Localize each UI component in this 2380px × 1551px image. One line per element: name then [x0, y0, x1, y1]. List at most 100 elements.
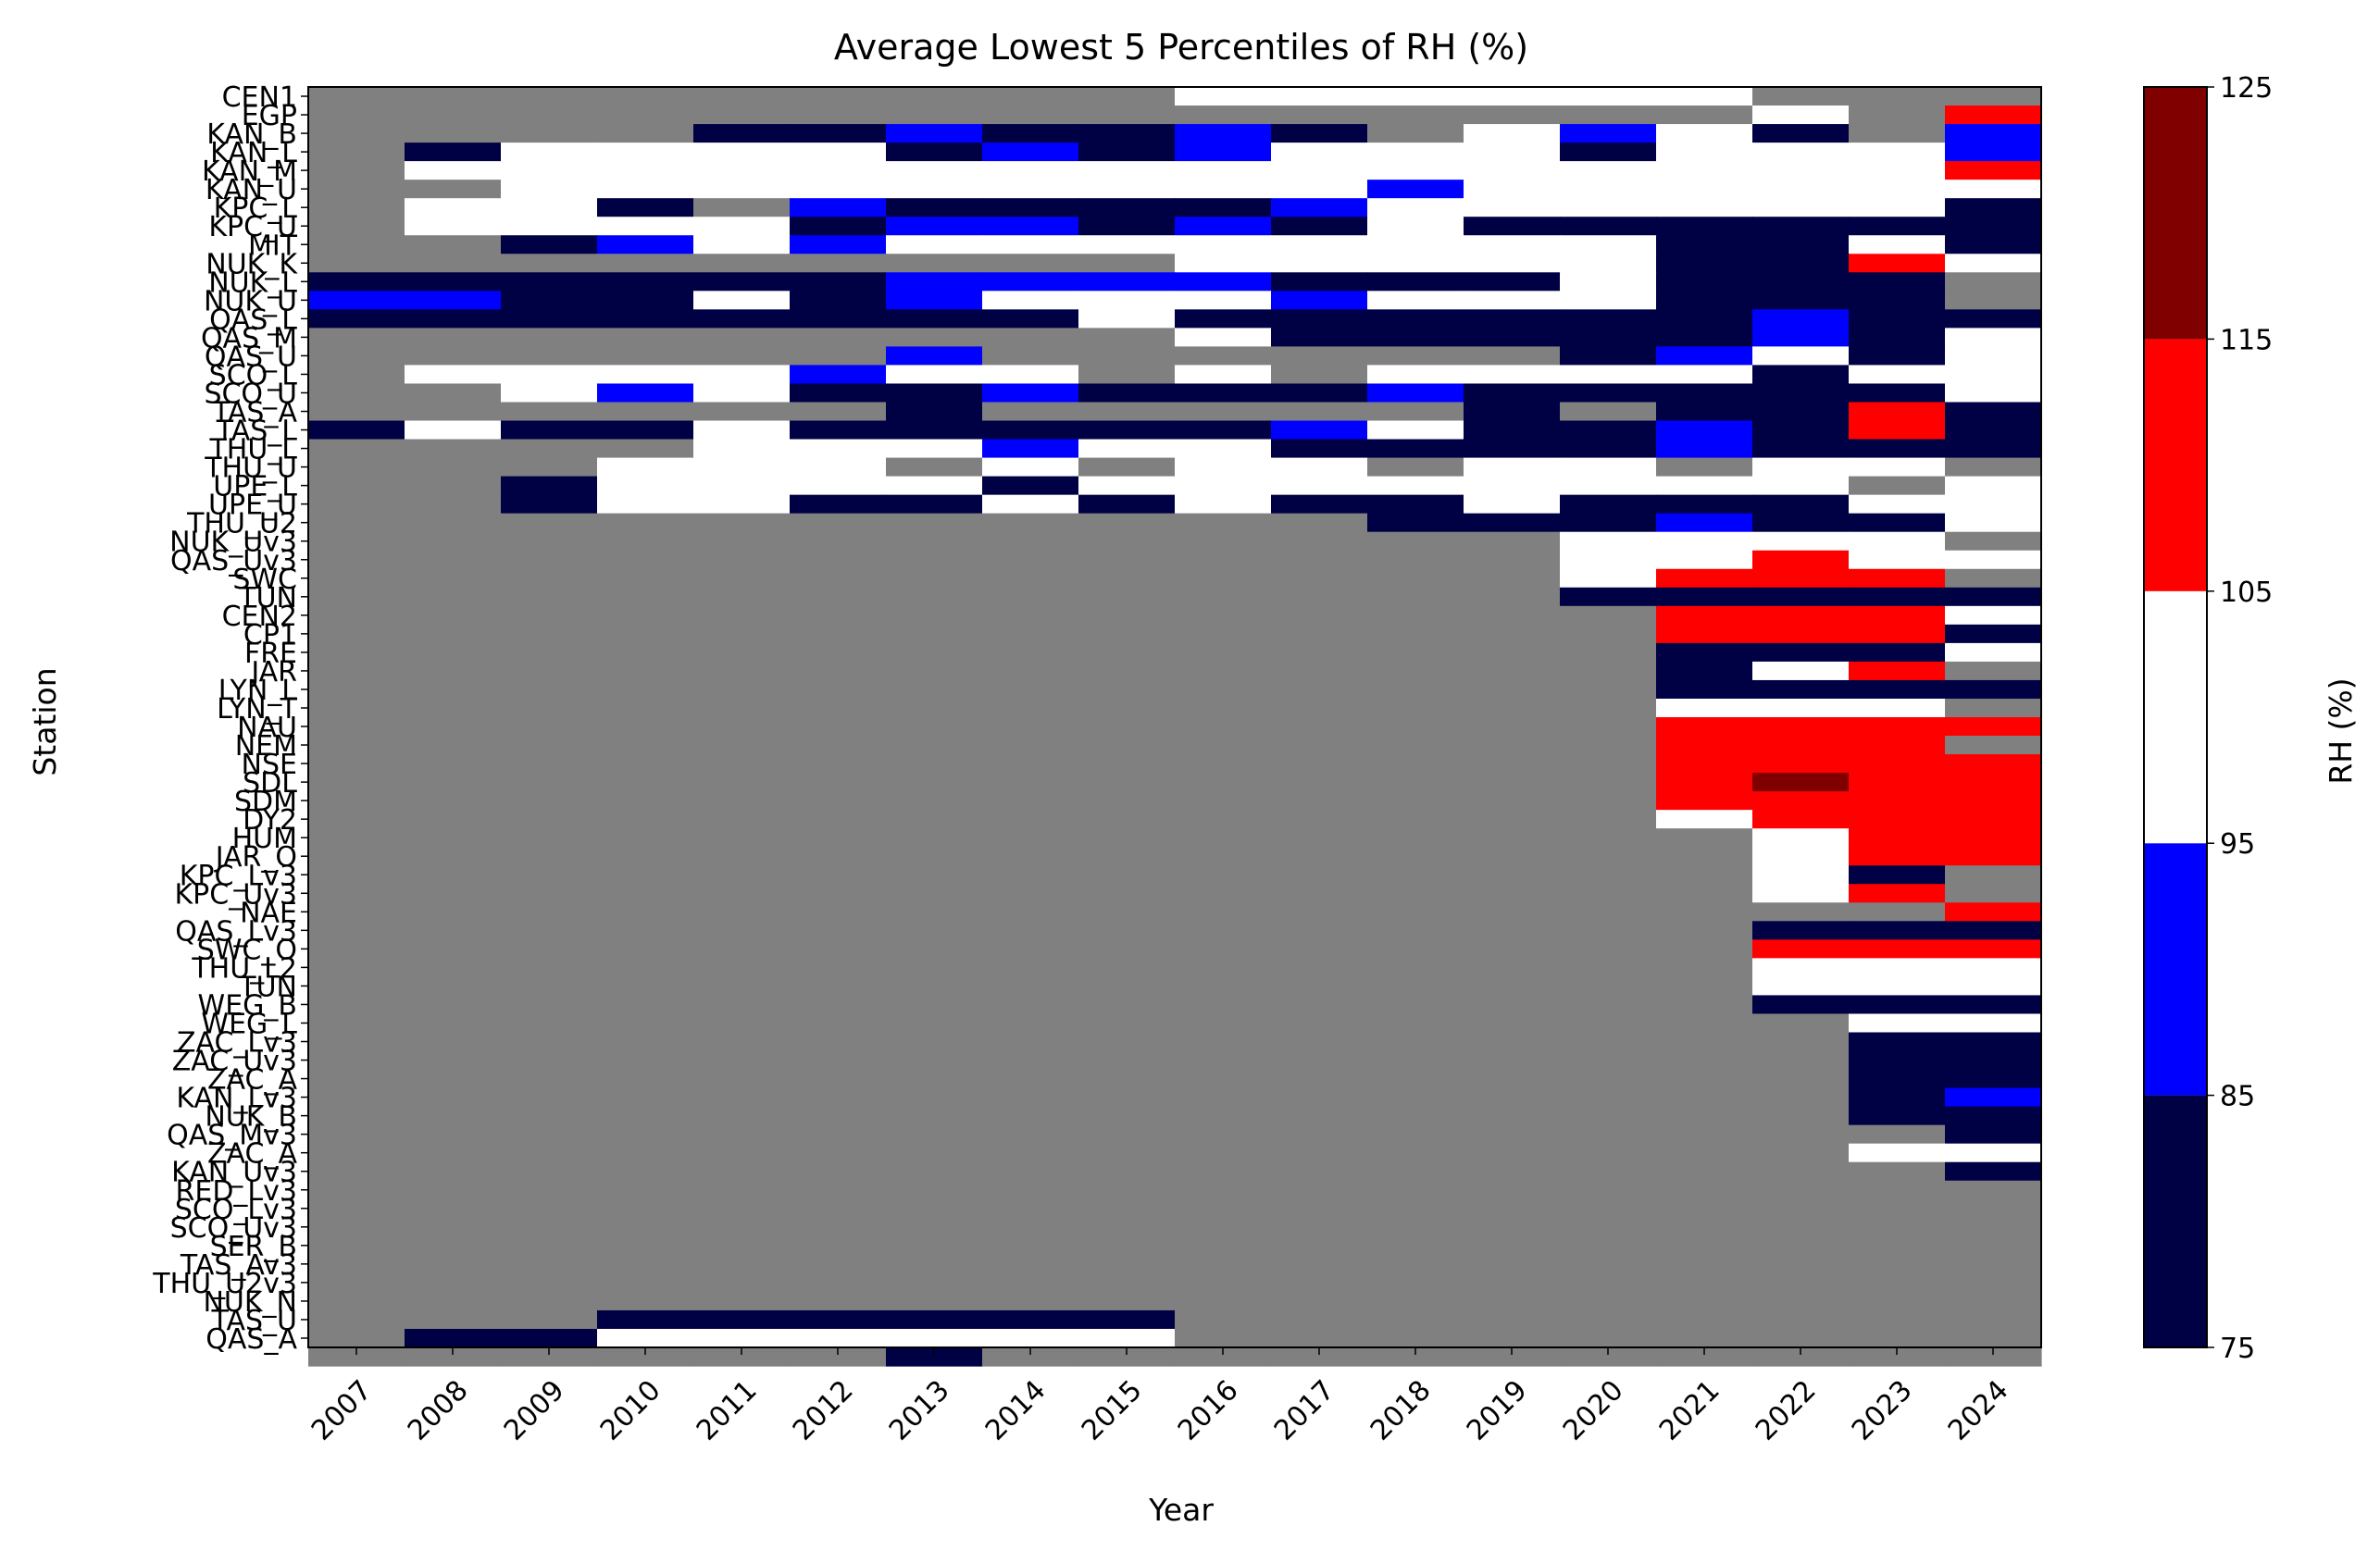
heatmap-cell — [308, 605, 405, 626]
heatmap-cell — [693, 1347, 791, 1367]
heatmap-cell — [1175, 679, 1272, 700]
heatmap-cell — [693, 365, 791, 385]
heatmap-cell — [405, 791, 502, 811]
heatmap-cell — [1752, 328, 1850, 348]
heatmap-cell — [1656, 976, 1753, 997]
colorbar-label: RH (%) — [2323, 677, 2359, 784]
y-tick-label: HUM — [232, 823, 297, 855]
heatmap-cell — [886, 550, 983, 570]
heatmap-cell — [693, 272, 791, 292]
y-tick-label: TAS_U — [210, 1305, 297, 1337]
heatmap-cell — [597, 1309, 694, 1330]
heatmap-cell — [501, 254, 598, 273]
heatmap-cell — [1656, 847, 1753, 866]
heatmap-cell — [1271, 791, 1368, 811]
heatmap-cell — [597, 1217, 694, 1237]
heatmap-cell — [597, 884, 694, 903]
heatmap-cell — [1849, 550, 1946, 570]
heatmap-cell — [982, 494, 1079, 515]
heatmap-cell — [693, 309, 791, 329]
heatmap-cell — [1175, 476, 1272, 496]
heatmap-cell — [1175, 105, 1272, 125]
heatmap-cell — [1945, 1050, 2042, 1071]
heatmap-cell — [790, 958, 887, 978]
y-tick-label: NUK_L — [208, 267, 297, 299]
heatmap-cell — [1464, 698, 1561, 718]
heatmap-cell — [1849, 921, 1946, 940]
heatmap-cell — [1175, 550, 1272, 570]
heatmap-cell — [1367, 105, 1464, 125]
heatmap-cell — [308, 1180, 405, 1200]
heatmap-cell — [1560, 1069, 1657, 1089]
heatmap-cell — [1752, 995, 1850, 1015]
heatmap-cell — [1078, 105, 1176, 125]
y-tick-label: QAS_L — [209, 304, 297, 336]
heatmap-cell — [1752, 1050, 1850, 1071]
heatmap-cell — [982, 1198, 1079, 1219]
heatmap-cell — [1367, 1235, 1464, 1256]
heatmap-cell — [1175, 717, 1272, 737]
y-tick-label: QAS_Uv3 — [170, 545, 297, 577]
heatmap-cell — [1271, 754, 1368, 774]
heatmap-cell — [1271, 1217, 1368, 1237]
heatmap-cell — [1656, 365, 1753, 385]
heatmap-cell — [501, 1143, 598, 1163]
heatmap-cell — [1464, 642, 1561, 663]
heatmap-cell — [982, 791, 1079, 811]
heatmap-cell — [1464, 291, 1561, 310]
heatmap-cell — [597, 198, 694, 217]
heatmap-cell — [597, 661, 694, 681]
heatmap-cell — [597, 143, 694, 162]
heatmap-cell — [405, 272, 502, 292]
heatmap-cell — [693, 124, 791, 143]
y-tick-label: TAS_L — [216, 416, 298, 448]
heatmap-cell — [693, 1198, 791, 1219]
heatmap-cell — [1271, 1328, 1368, 1348]
heatmap-cell — [790, 309, 887, 329]
heatmap-cell — [1752, 679, 1850, 700]
heatmap-cell — [790, 661, 887, 681]
heatmap-cell — [308, 550, 405, 570]
heatmap-cell — [1175, 587, 1272, 607]
heatmap-cell — [308, 420, 405, 440]
heatmap-cell — [790, 1347, 887, 1367]
heatmap-cell — [1175, 773, 1272, 792]
heatmap-cell — [1175, 939, 1272, 959]
heatmap-cell — [1945, 87, 2042, 106]
heatmap-cell — [1752, 494, 1850, 515]
heatmap-cell — [1175, 865, 1272, 885]
heatmap-cell — [1945, 180, 2042, 199]
heatmap-cell — [790, 568, 887, 589]
heatmap-cell — [1367, 736, 1464, 755]
heatmap-cell — [308, 217, 405, 236]
heatmap-cell — [790, 328, 887, 348]
heatmap-cell — [982, 1328, 1079, 1348]
heatmap-cell — [1752, 791, 1850, 811]
heatmap-cell — [886, 1087, 983, 1108]
heatmap-cell — [790, 828, 887, 848]
heatmap-cell — [1464, 1124, 1561, 1145]
heatmap-cell — [1464, 773, 1561, 792]
heatmap-cell — [1078, 828, 1176, 848]
heatmap-cell — [597, 1180, 694, 1200]
heatmap-cell — [1464, 217, 1561, 236]
x-tick-label: 2019 — [1461, 1374, 1534, 1447]
heatmap-cell — [982, 143, 1079, 162]
heatmap-cell — [790, 291, 887, 310]
heatmap-cell — [1849, 847, 1946, 866]
heatmap-cell — [982, 439, 1079, 459]
heatmap-cell — [886, 939, 983, 959]
heatmap-cell — [1175, 624, 1272, 644]
heatmap-cell — [1175, 1106, 1272, 1126]
heatmap-cell — [1560, 847, 1657, 866]
heatmap-cell — [790, 1309, 887, 1330]
heatmap-cell — [1271, 624, 1368, 644]
heatmap-cell — [1752, 254, 1850, 273]
heatmap-cell — [597, 624, 694, 644]
heatmap-cell — [1560, 661, 1657, 681]
y-tick-label: SCO_L — [209, 359, 298, 391]
heatmap-cell — [1849, 939, 1946, 959]
heatmap-cell — [886, 1013, 983, 1034]
heatmap-cell — [405, 217, 502, 236]
heatmap-cell — [405, 420, 502, 440]
